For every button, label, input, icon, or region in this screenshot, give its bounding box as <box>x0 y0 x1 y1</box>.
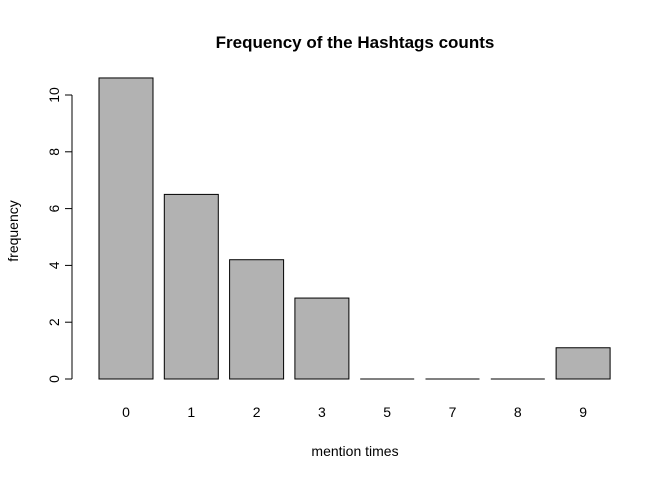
bar-0 <box>98 77 154 380</box>
y-tick-label: 6 <box>46 204 62 212</box>
bars-group <box>98 77 611 380</box>
y-tick-label: 4 <box>46 261 62 269</box>
y-axis-label: frequency <box>5 200 21 261</box>
x-axis-label: mention times <box>311 443 398 459</box>
x-tick-label: 0 <box>122 404 130 420</box>
x-tick-label: 9 <box>579 404 587 420</box>
x-tick-label: 2 <box>253 404 261 420</box>
x-tick-label: 3 <box>318 404 326 420</box>
x-tick-label: 1 <box>187 404 195 420</box>
bar-1 <box>163 193 219 380</box>
chart-title: Frequency of the Hashtags counts <box>216 33 495 52</box>
x-tick-label: 7 <box>449 404 457 420</box>
x-tick-labels: 0 1 2 3 5 7 8 9 <box>122 404 587 420</box>
y-tick-label: 0 <box>46 375 62 383</box>
x-tick-label: 5 <box>383 404 391 420</box>
y-tick-label: 8 <box>46 148 62 156</box>
bar-9 <box>555 347 611 380</box>
y-axis: 0 2 4 6 8 10 <box>46 87 73 383</box>
x-tick-label: 8 <box>514 404 522 420</box>
bar-3 <box>294 297 350 380</box>
y-tick-label: 2 <box>46 318 62 326</box>
y-tick-label: 10 <box>46 87 62 103</box>
bar-2 <box>229 259 285 380</box>
